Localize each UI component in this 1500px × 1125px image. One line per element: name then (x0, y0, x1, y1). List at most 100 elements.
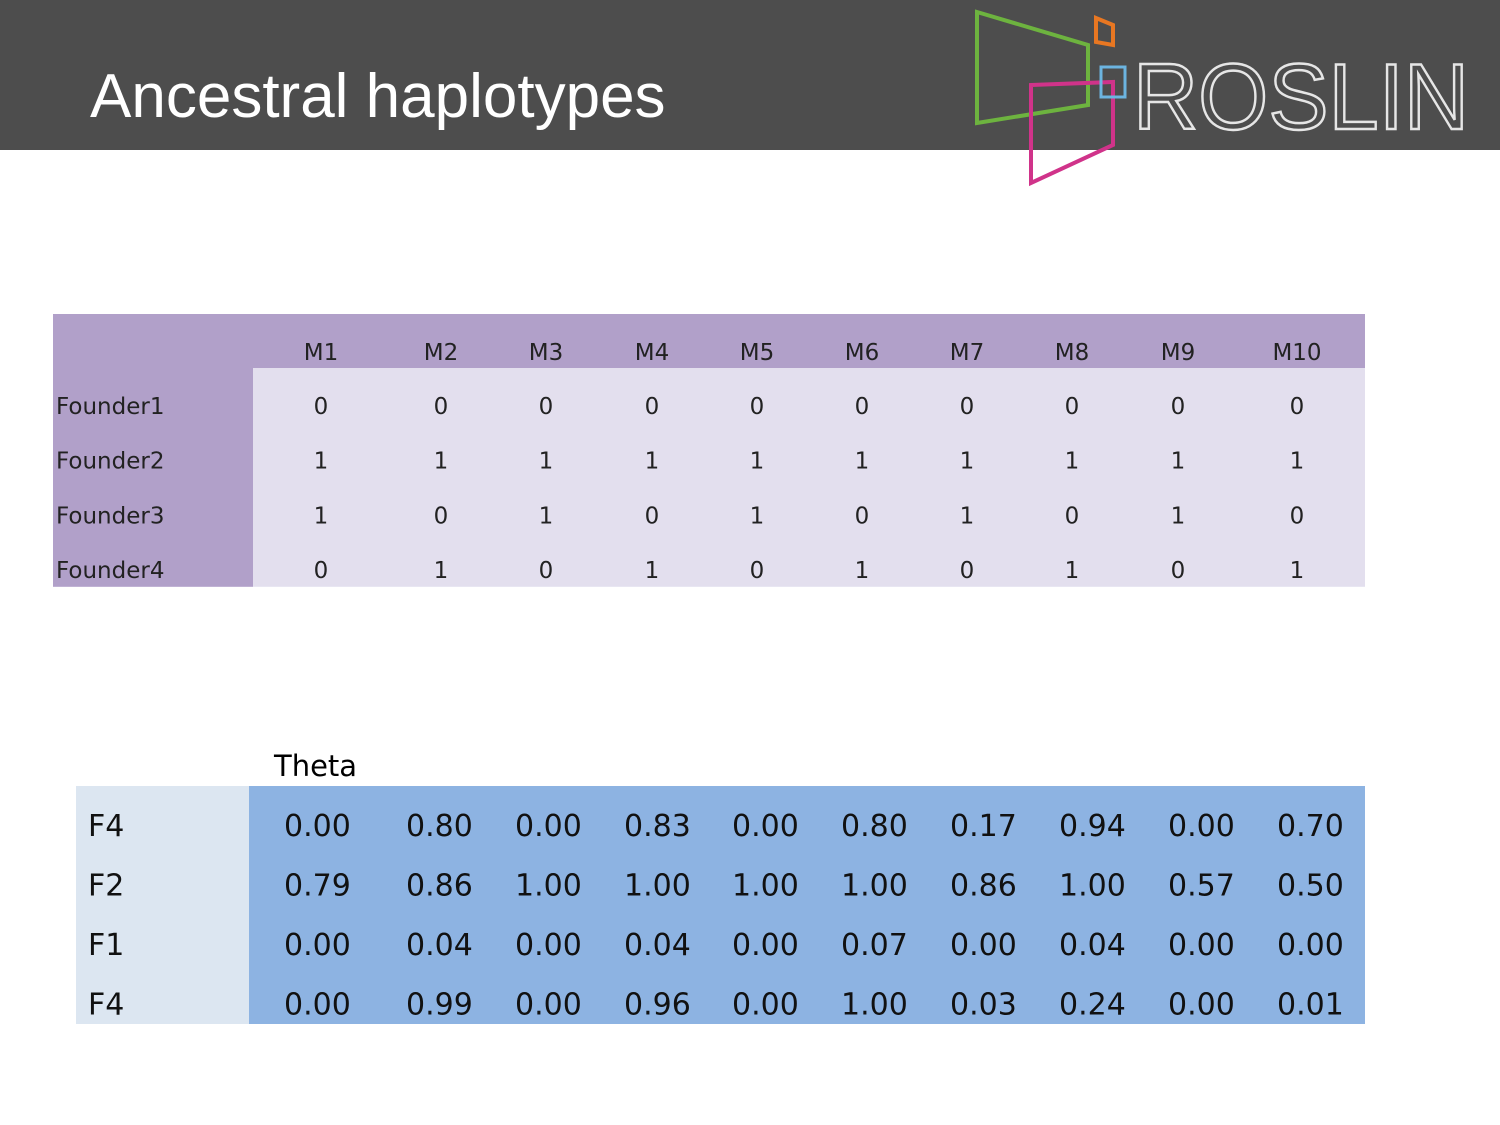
cell: 1 (1065, 449, 1080, 475)
cell: 0.50 (1277, 869, 1344, 904)
cell: 1 (960, 503, 975, 529)
cell: 0 (314, 394, 329, 420)
cell: 0.94 (1059, 809, 1126, 844)
row-label: Founder3 (56, 503, 164, 529)
row-label: Founder4 (56, 558, 164, 584)
cell: 0.04 (406, 928, 473, 963)
cell: 0.86 (406, 869, 473, 904)
cell: 0.80 (406, 809, 473, 844)
cell: 0.00 (1168, 809, 1235, 844)
cell: 0.00 (732, 988, 799, 1023)
cell: 0.01 (1277, 988, 1344, 1023)
cell: 0.96 (624, 988, 691, 1023)
cell: 0 (434, 394, 449, 420)
cell: 0 (1065, 394, 1080, 420)
cell: 0 (855, 394, 870, 420)
cell: 1 (434, 558, 449, 584)
cell: 0.80 (841, 809, 908, 844)
cell: 0.00 (950, 928, 1017, 963)
column-header: M10 (1272, 340, 1321, 366)
cell: 0.04 (1059, 928, 1126, 963)
theta-title: Theta (273, 749, 357, 783)
cell: 0 (750, 394, 765, 420)
cell: 1 (314, 503, 329, 529)
cell: 0.86 (950, 869, 1017, 904)
cell: 1 (855, 449, 870, 475)
cell: 1.00 (732, 869, 799, 904)
cell: 0.57 (1168, 869, 1235, 904)
cell: 0.00 (284, 988, 351, 1023)
cell: 1 (1171, 503, 1186, 529)
slide-title: Ancestral haplotypes (90, 62, 666, 131)
cell: 1.00 (1059, 869, 1126, 904)
cell: 0.03 (950, 988, 1017, 1023)
cell: 1.00 (841, 869, 908, 904)
cell: 0.00 (1168, 988, 1235, 1023)
row-label: F4 (88, 988, 124, 1023)
logo-green (975, 9, 1090, 126)
column-header: M1 (304, 340, 338, 366)
cell: 0 (539, 558, 554, 584)
cell: 1 (539, 503, 554, 529)
row-label-bg (76, 786, 249, 1024)
cell: 0 (750, 558, 765, 584)
cell: 1.00 (624, 869, 691, 904)
cell: 0 (1171, 558, 1186, 584)
cell: 1 (750, 449, 765, 475)
column-header: M3 (529, 340, 563, 366)
row-label: F2 (88, 869, 124, 904)
cell: 0 (434, 503, 449, 529)
cell: 1 (1290, 558, 1305, 584)
cell: 0 (1290, 503, 1305, 529)
cell: 0 (960, 558, 975, 584)
cell: 1 (539, 449, 554, 475)
cell: 0.24 (1059, 988, 1126, 1023)
logo-pink (1029, 79, 1115, 187)
row-label: Founder1 (56, 394, 164, 420)
row-label: Founder2 (56, 449, 164, 475)
cell: 0 (314, 558, 329, 584)
cell: 0.70 (1277, 809, 1344, 844)
cell: 1 (960, 449, 975, 475)
cell: 0.83 (624, 809, 691, 844)
cell: 1 (1290, 449, 1305, 475)
cell: 0.07 (841, 928, 908, 963)
cell: 0 (1171, 394, 1186, 420)
cell: 0.00 (732, 928, 799, 963)
cell: 1 (750, 503, 765, 529)
cell: 0 (645, 394, 660, 420)
cell: 1.00 (515, 869, 582, 904)
cell: 0.17 (950, 809, 1017, 844)
cell: 0.00 (515, 928, 582, 963)
cell: 0 (1290, 394, 1305, 420)
cell: 1 (855, 558, 870, 584)
cell: 0 (960, 394, 975, 420)
cell: 0 (539, 394, 554, 420)
table-body-bg (253, 368, 1365, 587)
row-label: F4 (88, 809, 124, 844)
cell: 1.00 (841, 988, 908, 1023)
cell: 0 (645, 503, 660, 529)
cell: 1 (645, 449, 660, 475)
table-header-bg (53, 314, 1365, 368)
cell: 0 (1065, 503, 1080, 529)
cell: 0.00 (284, 928, 351, 963)
cell: 0 (855, 503, 870, 529)
table-body-bg (249, 786, 1365, 1024)
cell: 1 (1065, 558, 1080, 584)
column-header: M9 (1161, 340, 1195, 366)
row-label-bg (53, 368, 253, 587)
column-header: M2 (424, 340, 458, 366)
cell: 0.00 (1168, 928, 1235, 963)
logo-orange (1094, 15, 1115, 48)
cell: 0.00 (515, 988, 582, 1023)
cell: 0.00 (515, 809, 582, 844)
row-label: F1 (88, 928, 124, 963)
cell: 0.00 (732, 809, 799, 844)
logo-text: ROSLIN (1133, 44, 1469, 149)
cell: 0.00 (1277, 928, 1344, 963)
cell: 1 (645, 558, 660, 584)
column-header: M4 (635, 340, 669, 366)
column-header: M6 (845, 340, 879, 366)
cell: 1 (1171, 449, 1186, 475)
